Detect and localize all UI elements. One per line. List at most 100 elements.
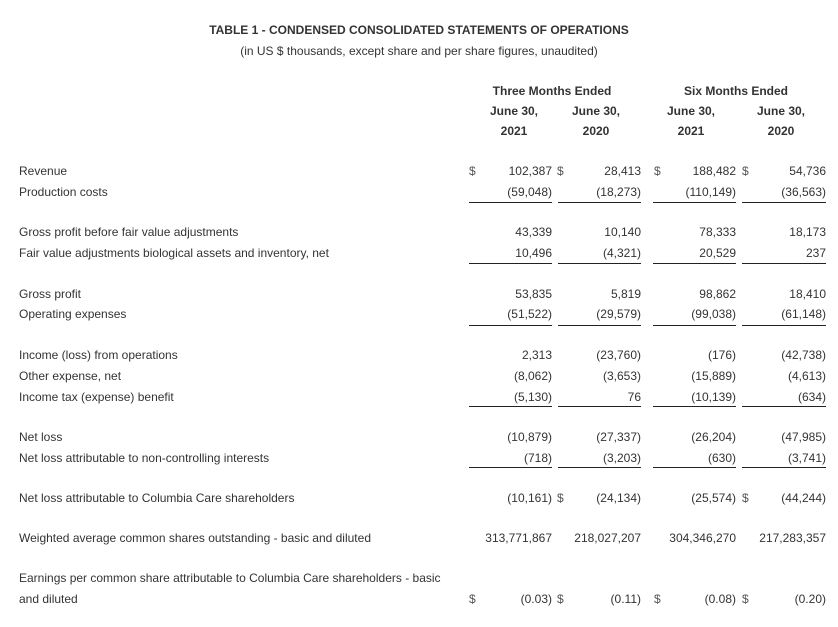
cell-col1: 10,496 [515, 246, 552, 260]
cell-col4: (42,738) [781, 348, 826, 362]
subtotal-rule [653, 202, 736, 203]
row-label: Fair value adjustments biological assets… [19, 246, 329, 260]
subtotal-rule [469, 202, 552, 203]
row-label: Weighted average common shares outstandi… [19, 531, 371, 545]
row-label: and diluted [19, 592, 78, 606]
cell-col1: (0.03) [520, 592, 552, 606]
cell-col2: (4,321) [602, 246, 641, 260]
header-col4-date: June 30, [756, 104, 806, 118]
cell-col3: (99,038) [691, 307, 736, 321]
subtotal-rule [558, 263, 641, 264]
cell-col4: (4,613) [787, 369, 826, 383]
cell-col2: 76 [627, 390, 641, 404]
cell-col1: 43,339 [515, 225, 552, 239]
cell-col4: (47,985) [781, 430, 826, 444]
cell-col2: (24,134) [596, 491, 641, 505]
row-label: Gross profit [19, 287, 82, 301]
cell-col2: 10,140 [604, 225, 641, 239]
cell-col1: 53,835 [515, 287, 552, 301]
cell-col4: 18,410 [789, 287, 826, 301]
row-label: Net loss attributable to Columbia Care s… [19, 491, 295, 505]
cell-col2: 218,027,207 [574, 531, 641, 545]
header-col1-year: 2021 [500, 124, 528, 138]
header-six-months: Six Months Ended [683, 84, 788, 98]
currency-symbol: $ [557, 164, 564, 178]
currency-symbol: $ [654, 592, 661, 606]
subtotal-rule [558, 406, 641, 407]
cell-col2: (18,273) [596, 185, 641, 199]
cell-col2: (23,760) [596, 348, 641, 362]
cell-col4: (634) [797, 390, 826, 404]
subtotal-rule [558, 202, 641, 203]
cell-col4: (0.20) [794, 592, 826, 606]
cell-col1: (51,522) [507, 307, 552, 321]
subtotal-rule [742, 467, 826, 468]
subtotal-rule [742, 406, 826, 407]
subtotal-rule [469, 263, 552, 264]
subtotal-rule [653, 467, 736, 468]
cell-col1: (59,048) [507, 185, 552, 199]
cell-col3: (10,139) [691, 390, 736, 404]
row-label: Net loss attributable to non-controlling… [19, 451, 270, 465]
cell-col3: 304,346,270 [669, 531, 736, 545]
cell-col3: (26,204) [691, 430, 736, 444]
cell-col3: (110,149) [685, 185, 736, 199]
subtotal-rule [653, 406, 736, 407]
cell-col3: (15,889) [691, 369, 736, 383]
header-col1-date: June 30, [489, 104, 539, 118]
cell-col4: (44,244) [781, 491, 826, 505]
row-label: Production costs [19, 185, 108, 199]
row-label: Net loss [19, 430, 63, 444]
currency-symbol: $ [654, 164, 661, 178]
subtotal-rule [653, 325, 736, 326]
cell-col4: 217,283,357 [759, 531, 826, 545]
cell-col3: (25,574) [691, 491, 736, 505]
header-col2-date: June 30, [571, 104, 621, 118]
row-label: Income tax (expense) benefit [19, 390, 174, 404]
subtotal-rule [742, 202, 826, 203]
currency-symbol: $ [557, 592, 564, 606]
row-label-line1: Earnings per common share attributable t… [19, 571, 441, 585]
cell-col1: 313,771,867 [485, 531, 552, 545]
row-label: Operating expenses [19, 307, 127, 321]
subtotal-rule [742, 325, 826, 326]
subtotal-rule [469, 467, 552, 468]
row-label: Income (loss) from operations [19, 348, 178, 362]
cell-col3: (0.08) [704, 592, 736, 606]
subtotal-rule [469, 325, 552, 326]
cell-col3: 188,482 [692, 164, 736, 178]
currency-symbol: $ [469, 164, 476, 178]
currency-symbol: $ [557, 491, 564, 505]
currency-symbol: $ [469, 592, 476, 606]
cell-col3: (176) [707, 348, 736, 362]
cell-col1: (718) [523, 451, 552, 465]
subtotal-rule [653, 263, 736, 264]
cell-col1: 2,313 [521, 348, 552, 362]
subtotal-rule [558, 467, 641, 468]
subtotal-rule [558, 325, 641, 326]
cell-col2: (3,203) [602, 451, 641, 465]
table-title: TABLE 1 - CONDENSED CONSOLIDATED STATEME… [209, 23, 629, 37]
header-col4-year: 2020 [767, 124, 795, 138]
cell-col4: 18,173 [789, 225, 826, 239]
header-col3-date: June 30, [666, 104, 716, 118]
cell-col3: 98,862 [699, 287, 736, 301]
cell-col2: (29,579) [596, 307, 641, 321]
currency-symbol: $ [742, 592, 749, 606]
cell-col1: 102,387 [508, 164, 552, 178]
cell-col2: 5,819 [610, 287, 641, 301]
subtotal-rule [469, 406, 552, 407]
cell-col4: (36,563) [781, 185, 826, 199]
row-label: Other expense, net [19, 369, 122, 383]
cell-col4: (3,741) [787, 451, 826, 465]
cell-col3: 20,529 [699, 246, 736, 260]
currency-symbol: $ [742, 164, 749, 178]
cell-col2: 28,413 [604, 164, 641, 178]
cell-col2: (0.11) [610, 592, 641, 606]
header-col2-year: 2020 [582, 124, 610, 138]
currency-symbol: $ [742, 491, 749, 505]
header-three-months: Three Months Ended [492, 84, 612, 98]
cell-col4: 237 [805, 246, 826, 260]
cell-col2: (3,653) [602, 369, 641, 383]
header-col3-year: 2021 [677, 124, 705, 138]
